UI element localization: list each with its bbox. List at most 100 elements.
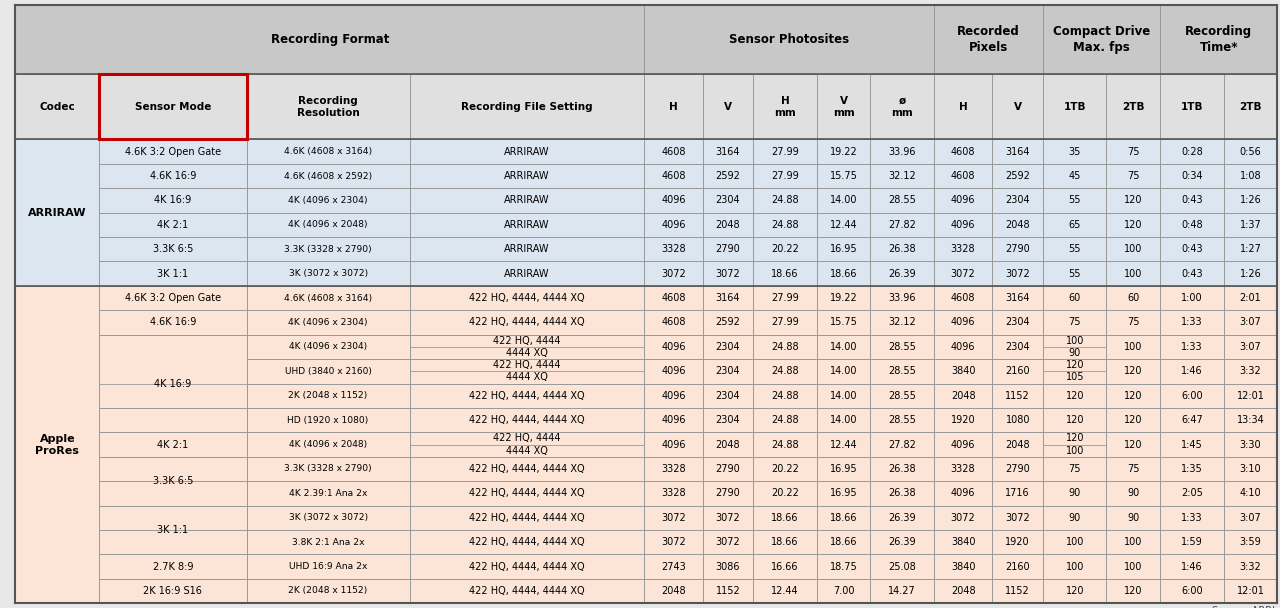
Text: 3072: 3072 <box>716 269 740 278</box>
Text: 18.66: 18.66 <box>772 269 799 278</box>
Bar <box>247 164 410 188</box>
Bar <box>15 286 100 603</box>
Text: 3.3K (3328 x 2790): 3.3K (3328 x 2790) <box>284 465 372 474</box>
Bar <box>817 481 870 505</box>
Text: 3164: 3164 <box>716 293 740 303</box>
Bar <box>703 457 754 481</box>
Text: 3840: 3840 <box>951 537 975 547</box>
Text: 105: 105 <box>1065 373 1084 382</box>
Text: 26.38: 26.38 <box>888 244 916 254</box>
Text: 120: 120 <box>1065 391 1084 401</box>
Text: 4608: 4608 <box>660 293 686 303</box>
Text: 27.99: 27.99 <box>771 317 799 328</box>
Text: 75: 75 <box>1128 317 1139 328</box>
Text: 1920: 1920 <box>1005 537 1030 547</box>
Bar <box>1106 261 1160 286</box>
Bar <box>754 139 817 164</box>
Text: 100: 100 <box>1065 562 1084 572</box>
Bar <box>15 213 1277 237</box>
Text: 3:07: 3:07 <box>1239 513 1261 523</box>
Text: 4096: 4096 <box>660 440 686 449</box>
Text: 18.75: 18.75 <box>829 562 858 572</box>
Bar <box>1106 457 1160 481</box>
Text: 0:43: 0:43 <box>1181 269 1203 278</box>
Text: 26.39: 26.39 <box>888 269 916 278</box>
Text: 2160: 2160 <box>1005 562 1030 572</box>
Text: Recording Format: Recording Format <box>270 33 389 46</box>
Text: H: H <box>669 102 677 112</box>
Bar <box>1043 579 1106 603</box>
Text: 14.00: 14.00 <box>829 391 858 401</box>
Text: 27.82: 27.82 <box>888 220 916 230</box>
Bar <box>247 554 410 579</box>
Text: 24.88: 24.88 <box>771 391 799 401</box>
Bar <box>100 457 247 505</box>
Bar <box>934 432 992 457</box>
Text: 4096: 4096 <box>660 366 686 376</box>
Bar <box>1160 139 1224 164</box>
Bar <box>1160 237 1224 261</box>
Text: 13:34: 13:34 <box>1236 415 1265 425</box>
Text: 2K (2048 x 1152): 2K (2048 x 1152) <box>288 391 367 400</box>
Bar <box>1160 334 1224 359</box>
Text: 3072: 3072 <box>716 513 740 523</box>
Bar <box>754 432 817 457</box>
Bar <box>247 286 410 310</box>
Bar <box>817 213 870 237</box>
Bar <box>934 457 992 481</box>
Bar <box>703 164 754 188</box>
Bar <box>992 139 1043 164</box>
Text: 14.27: 14.27 <box>888 586 916 596</box>
Bar <box>754 213 817 237</box>
Text: H
mm: H mm <box>774 95 796 117</box>
Text: 3:07: 3:07 <box>1239 342 1261 352</box>
Text: ARRIRAW: ARRIRAW <box>504 220 549 230</box>
Text: 1716: 1716 <box>1005 488 1030 499</box>
Text: ARRIRAW: ARRIRAW <box>504 171 549 181</box>
Text: 3164: 3164 <box>1006 293 1030 303</box>
Bar <box>100 530 247 554</box>
Bar <box>644 384 703 408</box>
Bar <box>1106 432 1160 457</box>
Text: 28.55: 28.55 <box>888 391 916 401</box>
Text: ARRIRAW: ARRIRAW <box>504 147 549 157</box>
Text: 24.88: 24.88 <box>771 220 799 230</box>
Bar <box>15 74 1277 139</box>
Text: Compact Drive
Max. fps: Compact Drive Max. fps <box>1053 25 1151 54</box>
Text: 4444 XQ: 4444 XQ <box>506 348 548 358</box>
Bar <box>247 579 410 603</box>
Bar <box>754 579 817 603</box>
Text: 7.00: 7.00 <box>833 586 854 596</box>
Bar <box>754 554 817 579</box>
Bar <box>15 164 1277 188</box>
Text: 2304: 2304 <box>716 196 740 206</box>
Text: 0:43: 0:43 <box>1181 196 1203 206</box>
Text: 12.44: 12.44 <box>771 586 799 596</box>
Bar <box>644 74 703 139</box>
Bar <box>410 286 644 310</box>
Bar <box>703 359 754 384</box>
Text: 4.6K 3:2 Open Gate: 4.6K 3:2 Open Gate <box>125 147 221 157</box>
Bar <box>1043 139 1106 164</box>
Bar <box>992 213 1043 237</box>
Bar <box>934 481 992 505</box>
Bar <box>100 261 247 286</box>
Text: 14.00: 14.00 <box>829 415 858 425</box>
Bar <box>934 164 992 188</box>
Text: 3:10: 3:10 <box>1240 464 1261 474</box>
Bar <box>934 334 992 359</box>
Bar <box>15 237 1277 261</box>
Bar <box>934 261 992 286</box>
Bar <box>1106 481 1160 505</box>
Text: 6:47: 6:47 <box>1181 415 1203 425</box>
Text: Codec: Codec <box>40 102 76 112</box>
Bar <box>1106 408 1160 432</box>
Text: 75: 75 <box>1069 464 1082 474</box>
Text: 3.8K 2:1 Ana 2x: 3.8K 2:1 Ana 2x <box>292 537 365 547</box>
Text: 20.22: 20.22 <box>771 244 799 254</box>
Bar <box>934 5 1043 74</box>
Text: 0:56: 0:56 <box>1239 147 1261 157</box>
Bar <box>410 481 644 505</box>
Bar <box>934 310 992 334</box>
Text: 3072: 3072 <box>1005 269 1030 278</box>
